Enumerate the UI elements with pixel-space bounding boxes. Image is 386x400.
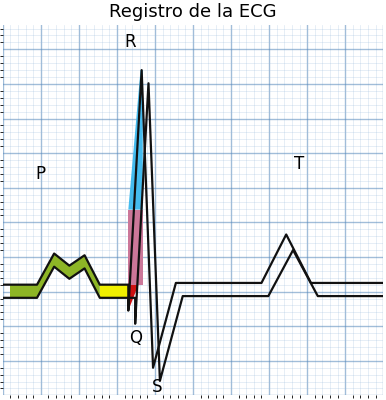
- Text: P: P: [36, 165, 46, 183]
- Polygon shape: [128, 280, 140, 311]
- Text: S: S: [152, 378, 162, 396]
- Polygon shape: [10, 285, 37, 298]
- Title: Registro de la ECG: Registro de la ECG: [109, 3, 277, 21]
- Text: T: T: [295, 154, 305, 172]
- Polygon shape: [128, 70, 143, 210]
- Polygon shape: [128, 210, 143, 285]
- Polygon shape: [100, 285, 128, 298]
- Text: R: R: [124, 34, 136, 52]
- Polygon shape: [37, 254, 100, 298]
- Text: Q: Q: [129, 329, 142, 347]
